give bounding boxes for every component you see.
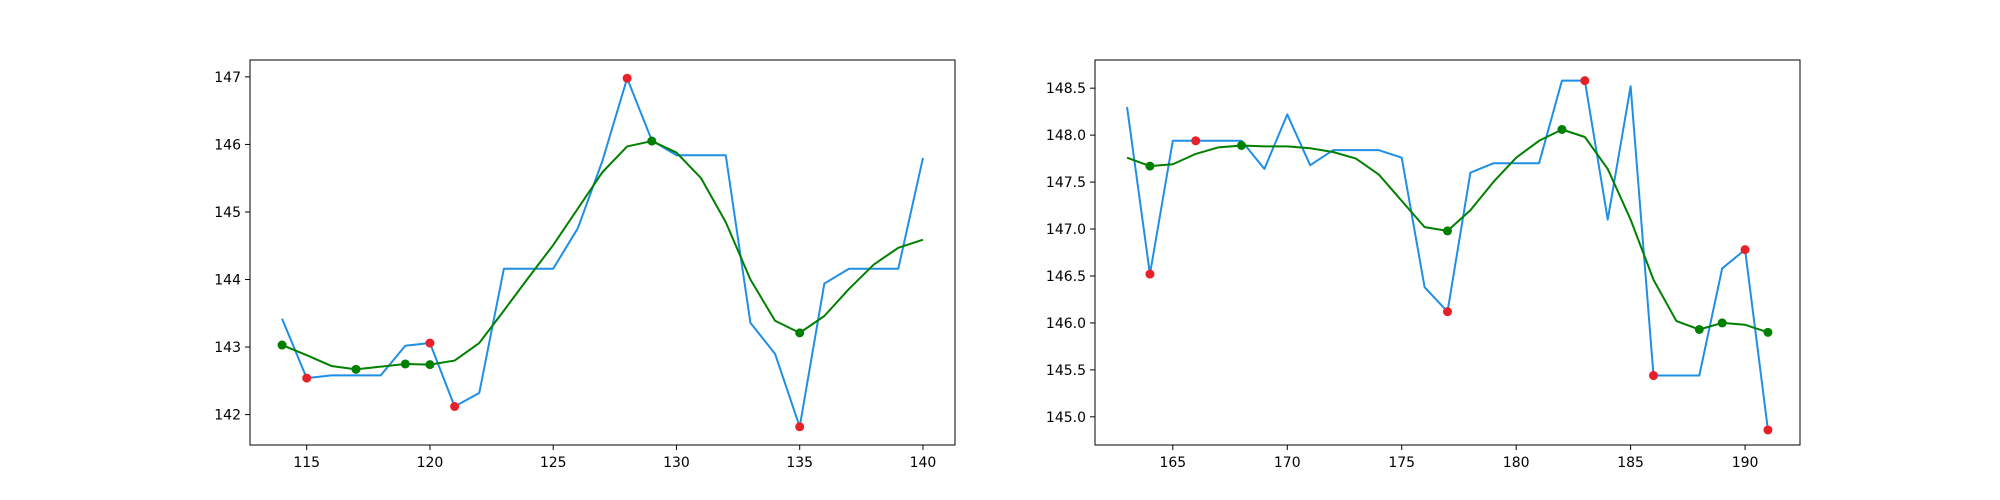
x-tick-label: 135 [786,455,813,471]
series-line-1 [281,140,924,371]
right-plot: 165 170 175 180 185 190 145.0 145.5 146.0 146.5 14… [1046,59,1801,471]
data-point [302,373,312,383]
x-tick-label: 120 [417,455,444,471]
x-tick-label: 125 [540,455,567,471]
y-tick-label: 148.5 [1046,81,1086,97]
y-tick-label: 147.0 [1046,222,1086,238]
y-tick-label: 148.0 [1046,128,1086,144]
data-point [795,328,805,338]
data-point [1443,226,1452,236]
data-point [1236,140,1246,150]
x-tick-label: 185 [1617,455,1644,471]
data-point [425,360,435,370]
data-point [351,364,361,374]
data-point [450,402,460,411]
data-point [1694,325,1704,334]
y-tick-label: 147.5 [1046,175,1086,191]
data-point [1145,161,1155,171]
y-tick-label: 146.5 [1046,269,1086,285]
data-point [400,359,410,369]
x-tick-label: 165 [1159,455,1186,471]
data-point [277,340,287,350]
data-point [1145,269,1155,279]
data-point [1763,425,1773,435]
series-line-0 [1126,79,1769,431]
data-point [1580,76,1590,86]
y-tick-label: 146.0 [1046,316,1086,332]
data-point [795,422,805,432]
y-tick-label: 147 [214,70,241,86]
x-tick-label: 180 [1503,455,1530,471]
y-tick-label: 145 [214,205,241,221]
data-point [1649,371,1659,381]
y-tick-label: 146 [214,137,241,153]
series-line-0 [281,77,924,428]
x-tick-label: 140 [910,455,937,471]
data-point [1557,124,1567,134]
data-point [1717,318,1727,328]
axes-frame [1094,59,1801,446]
axes-frame [249,59,956,446]
data-point [647,136,657,146]
data-point [425,338,435,348]
x-tick-label: 170 [1274,455,1301,471]
y-tick-label: 142 [214,408,241,424]
left-plot: 115 120 125 130 135 140 142 143 144 145 146 147 [214,59,956,471]
data-point [1740,245,1750,255]
data-point [1443,307,1452,317]
data-point [1763,327,1773,337]
y-tick-label: 145.5 [1046,363,1086,379]
x-tick-label: 130 [663,455,690,471]
y-tick-label: 144 [214,273,241,289]
data-point [622,73,632,83]
data-point [1191,136,1201,146]
x-tick-label: 115 [293,455,320,471]
y-tick-label: 145.0 [1046,410,1086,426]
x-tick-label: 175 [1388,455,1415,471]
y-tick-label: 143 [214,340,241,356]
x-tick-label: 190 [1732,455,1759,471]
